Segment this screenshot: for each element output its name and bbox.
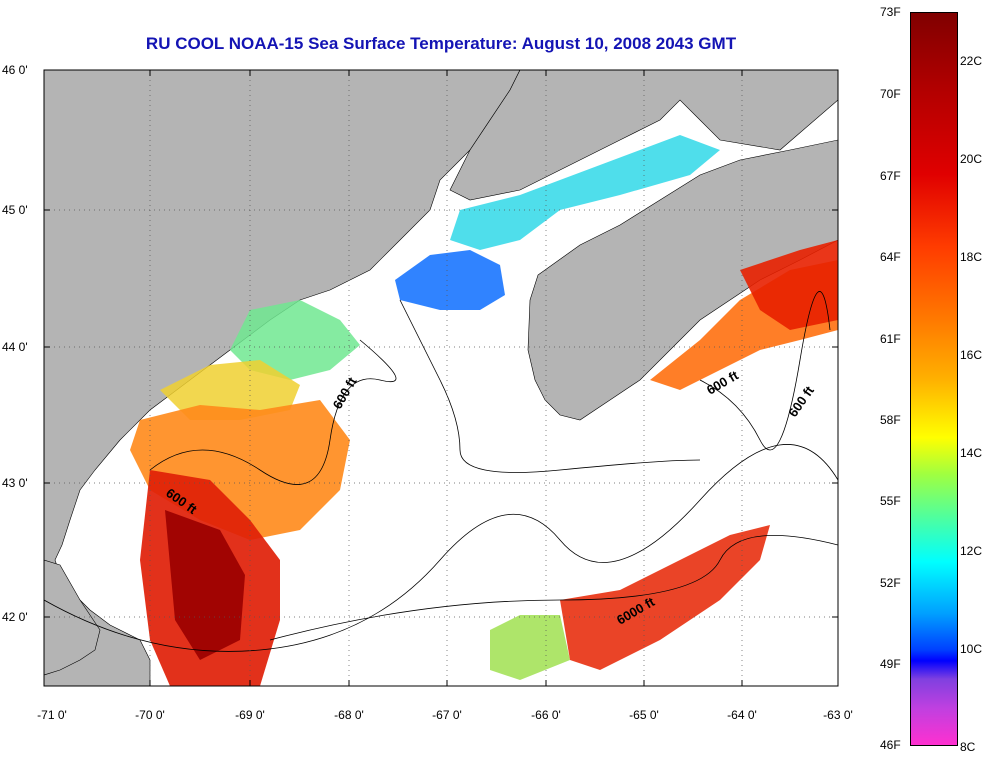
colorbar-f-label: 52F [880, 576, 901, 590]
colorbar-c-label: 22C [960, 54, 983, 68]
colorbar-c-label: 18C [960, 250, 983, 264]
colorbar-c-label: 12C [960, 544, 983, 558]
longitude-label: -70 0' [135, 708, 165, 722]
latitude-label: 44 0' [2, 340, 28, 354]
sst-south-green [490, 615, 570, 680]
sst-gulf-yellow [160, 360, 300, 420]
land-nova-scotia [527, 139, 838, 421]
sst-maine-green [230, 300, 360, 380]
latitude-label: 46 0' [2, 63, 28, 77]
map-frame [43, 69, 839, 687]
land-new-england [44, 70, 521, 686]
colorbar-f-label: 58F [880, 413, 901, 427]
colorbar-c-label: 16C [960, 348, 983, 362]
longitude-label: -64 0' [727, 708, 757, 722]
temperature-colorbar [910, 12, 958, 746]
colorbar-f-label: 61F [880, 332, 901, 346]
latitude-label: 43 0' [2, 476, 28, 490]
map-title: RU COOL NOAA-15 Sea Surface Temperature:… [145, 34, 737, 53]
sst-scotian-red [740, 240, 838, 330]
colorbar-f-label: 55F [880, 494, 901, 508]
colorbar-c-label: 14C [960, 446, 983, 460]
colorbar-f-label: 49F [880, 657, 901, 671]
longitude-label: -69 0' [235, 708, 265, 722]
colorbar-f-label: 67F [880, 169, 901, 183]
sst-fundy-cold [395, 250, 505, 310]
longitude-label: -67 0' [432, 708, 462, 722]
colorbar-f-label: 46F [880, 738, 901, 752]
longitude-label: -63 0' [823, 708, 853, 722]
colorbar-c-label: 20C [960, 152, 983, 166]
colorbar-f-label: 64F [880, 250, 901, 264]
colorbar-c-label: 10C [960, 642, 983, 656]
colorbar-f-label: 70F [880, 87, 901, 101]
longitude-label: -65 0' [629, 708, 659, 722]
land-cape-cod [44, 559, 101, 676]
longitude-label: -66 0' [531, 708, 561, 722]
latitude-label: 45 0' [2, 203, 28, 217]
sst-georges-dark [165, 510, 245, 660]
latitude-label: 42 0' [2, 610, 28, 624]
axis-ticks [44, 69, 838, 686]
sst-south-red [560, 525, 770, 670]
longitude-label: -68 0' [334, 708, 364, 722]
colorbar-c-label: 8C [960, 740, 976, 754]
land-new-brunswick [449, 70, 838, 201]
longitude-label: -71 0' [37, 708, 67, 722]
sst-fundy-cyan [450, 135, 720, 250]
colorbar-f-label: 73F [880, 5, 901, 19]
bathymetry-contours [44, 291, 838, 652]
